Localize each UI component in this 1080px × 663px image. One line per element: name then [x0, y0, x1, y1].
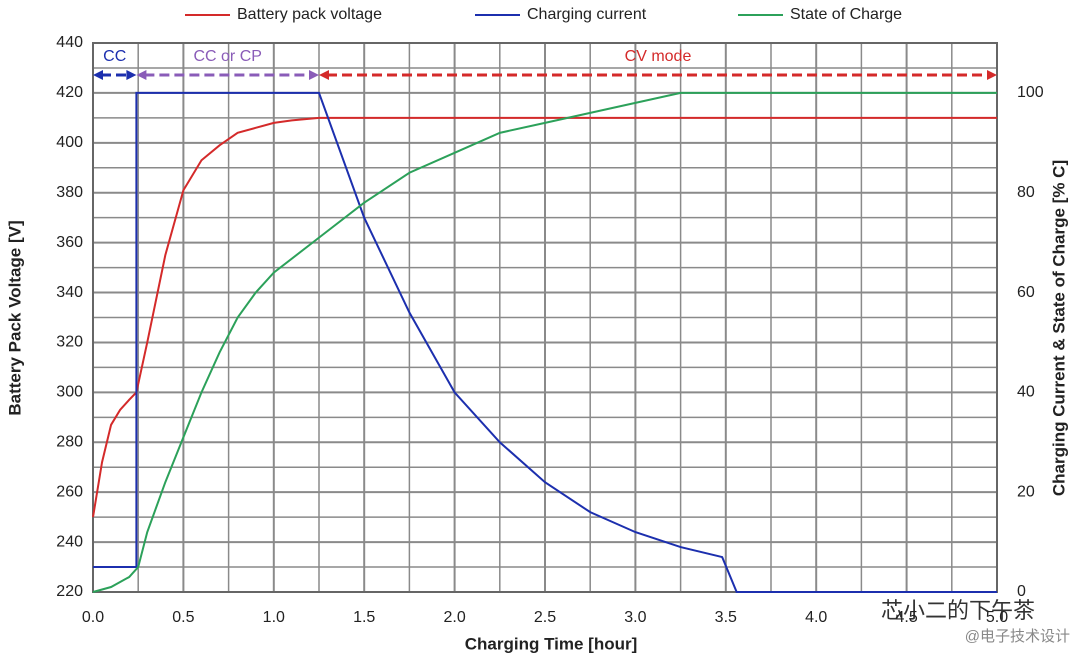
arrow-head [126, 70, 137, 80]
watermark: 芯小二的下午茶 [881, 598, 1035, 623]
x-tick-label: 4.0 [805, 609, 827, 626]
y-tick-label: 300 [56, 384, 83, 401]
series-line [93, 91, 997, 593]
legend-label: Battery pack voltage [237, 6, 382, 23]
arrow-head [136, 70, 147, 80]
x-tick-label: 2.0 [443, 609, 465, 626]
series-line [92, 91, 997, 593]
mode-label: CV mode [625, 48, 692, 65]
x-tick-label: 4.5 [895, 609, 917, 626]
arrow-head [319, 70, 329, 80]
y-tick-label: 240 [56, 533, 83, 550]
mode-label: CC or CP [193, 48, 261, 65]
y-tick-label: 220 [56, 583, 83, 600]
y2-tick-label: 40 [1017, 384, 1035, 401]
y-axis-title: Battery Pack Voltage [V] [5, 220, 24, 415]
x-tick-label: 0.5 [172, 609, 194, 626]
series-line [92, 116, 997, 518]
x-tick-label: 3.0 [624, 609, 646, 626]
y-tick-label: 400 [56, 134, 83, 151]
x-tick-label: 3.5 [715, 609, 737, 626]
y-tick-label: 380 [56, 184, 83, 201]
y-tick-label: 260 [56, 483, 83, 500]
y-tick-label: 420 [56, 84, 83, 101]
y2-axis-title: Charging Current & State of Charge [% C] [1049, 160, 1068, 496]
y2-tick-label: 20 [1017, 483, 1035, 500]
y-tick-label: 340 [56, 284, 83, 301]
arrow-head [93, 70, 103, 80]
y-tick-label: 440 [56, 34, 83, 51]
x-tick-label: 5.0 [986, 609, 1008, 626]
watermark: @电子技术设计 [965, 628, 1070, 645]
y-tick-label: 280 [56, 433, 83, 450]
x-axis-title: Charging Time [hour] [465, 634, 638, 653]
y2-tick-label: 0 [1017, 583, 1026, 600]
arrow-head [309, 70, 319, 80]
y-tick-label: 360 [56, 234, 83, 251]
y-tick-label: 320 [56, 334, 83, 351]
y2-tick-label: 60 [1017, 284, 1035, 301]
plot-frame [92, 42, 998, 593]
x-tick-label: 0.0 [82, 609, 104, 626]
x-tick-label: 2.5 [534, 609, 556, 626]
y2-tick-label: 100 [1017, 84, 1044, 101]
mode-label: CC [103, 48, 126, 65]
legend-label: Charging current [527, 6, 647, 23]
x-tick-label: 1.0 [263, 609, 285, 626]
x-tick-label: 1.5 [353, 609, 375, 626]
y2-tick-label: 80 [1017, 184, 1035, 201]
arrow-head [987, 70, 997, 80]
legend-label: State of Charge [790, 6, 902, 23]
